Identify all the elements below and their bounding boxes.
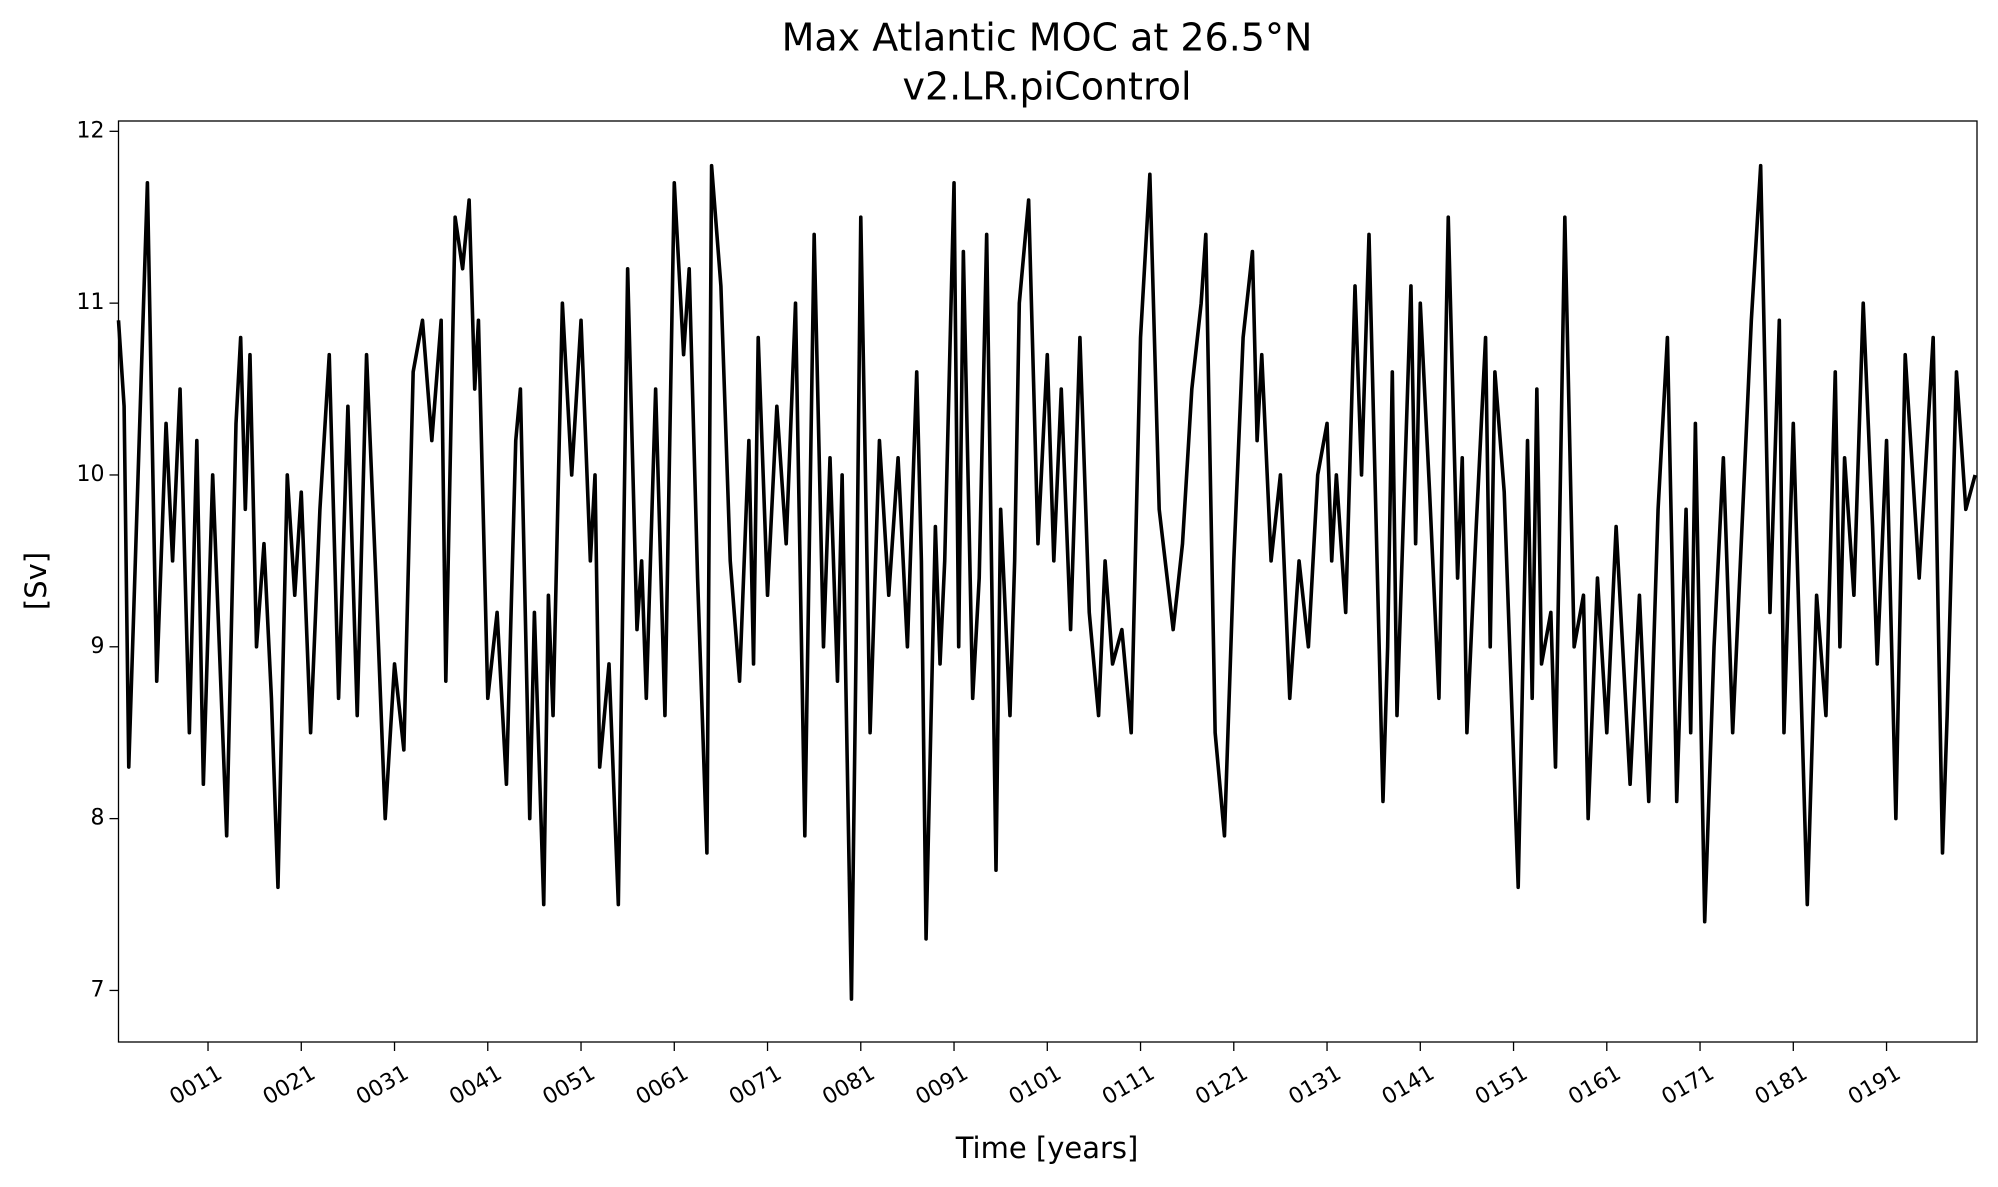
x-tick-label: 0171 (1658, 1061, 1719, 1111)
x-tick-label: 0021 (259, 1061, 320, 1111)
x-tick-label: 0041 (445, 1061, 506, 1111)
x-tick-label: 0111 (1098, 1061, 1159, 1111)
plot-frame (117, 120, 1978, 1043)
chart-subtitle: v2.LR.piControl (902, 65, 1191, 109)
x-tick-label: 0181 (1751, 1061, 1812, 1111)
x-tick-label: 0011 (166, 1061, 227, 1111)
y-tick-label: 8 (91, 806, 105, 831)
y-axis-label: [Sv] (19, 552, 53, 610)
x-tick-label: 0191 (1844, 1061, 1905, 1111)
x-tick-label: 0121 (1191, 1061, 1252, 1111)
line-series (116, 163, 1977, 1001)
x-tick-label: 0081 (818, 1061, 879, 1111)
x-tick-label: 0031 (352, 1061, 413, 1111)
x-tick-label: 0091 (912, 1061, 973, 1111)
x-tick-label: 0151 (1471, 1061, 1532, 1111)
y-tick-label: 9 (91, 634, 105, 659)
x-tick-label: 0101 (1005, 1061, 1066, 1111)
x-tick-label: 0131 (1285, 1061, 1346, 1111)
x-tick-label: 0141 (1378, 1061, 1439, 1111)
x-axis-label: Time [years] (955, 1131, 1139, 1165)
x-tick-label: 0051 (539, 1061, 600, 1111)
y-tick-label: 11 (77, 290, 105, 315)
x-tick-label: 0161 (1564, 1061, 1625, 1111)
y-tick-label: 7 (91, 977, 105, 1002)
y-tick-label: 10 (77, 462, 105, 487)
y-tick-label: 12 (77, 118, 105, 143)
x-tick-label: 0061 (632, 1061, 693, 1111)
x-tick-label: 0071 (725, 1061, 786, 1111)
chart-title: Max Atlantic MOC at 26.5°N (782, 16, 1313, 60)
